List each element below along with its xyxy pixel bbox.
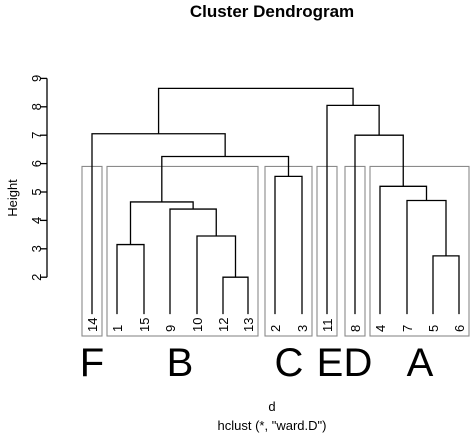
merge-link [379, 185, 428, 315]
merge-link [157, 87, 354, 134]
chart-title: Cluster Dendrogram [190, 2, 354, 21]
cluster-label: A [407, 341, 434, 385]
leaf-label: 9 [163, 325, 178, 332]
y-tick-label: 4 [29, 217, 44, 224]
leaf-label: 2 [268, 325, 283, 332]
merge-link [161, 155, 290, 202]
x-axis-label: d [268, 399, 275, 414]
merge-link [129, 201, 194, 245]
merge-link [116, 243, 145, 315]
cluster-label: B [167, 341, 194, 385]
leaf-label: 10 [190, 318, 205, 332]
cluster-label: E [317, 341, 344, 385]
merge-link [274, 175, 303, 315]
merge-link [169, 208, 217, 315]
merge-link [222, 276, 249, 315]
leaf-label: 6 [452, 325, 467, 332]
leaf-label: 14 [85, 318, 100, 332]
cluster-box [264, 165, 313, 337]
cluster-label: D [344, 341, 373, 385]
y-tick-label: 3 [29, 245, 44, 252]
merge-link [354, 134, 404, 315]
leaf-label: 15 [137, 318, 152, 332]
leaf-label: 11 [320, 319, 335, 333]
merge-link [326, 104, 380, 315]
leaf-label: 5 [426, 325, 441, 332]
leaf-labels: 14 1 15 9 10 12 13 2 3 11 8 4 7 5 6 [85, 318, 467, 332]
cluster-label: F [80, 341, 104, 385]
y-axis-label: Height [5, 179, 20, 217]
y-tick-label: 5 [29, 188, 44, 195]
merge-link [432, 255, 460, 315]
y-tick-label: 7 [29, 132, 44, 139]
y-tick-label: 9 [29, 75, 44, 82]
leaf-label: 4 [373, 325, 388, 332]
x-axis-subtitle: hclust (*, "ward.D") [218, 418, 327, 433]
leaf-label: 1 [110, 325, 125, 332]
y-tick-label: 2 [29, 274, 44, 281]
leaf-label: 7 [400, 325, 415, 332]
merge-link [196, 235, 237, 315]
leaf-label: 3 [295, 325, 310, 332]
dendrogram-tree [91, 87, 460, 315]
y-tick-label: 6 [29, 160, 44, 167]
merge-link [91, 133, 226, 315]
cluster-box [106, 165, 259, 337]
y-tick-label: 8 [29, 103, 44, 110]
leaf-label: 13 [241, 318, 256, 332]
leaf-label: 8 [348, 325, 363, 332]
cluster-label: C [275, 341, 304, 385]
merge-link [406, 199, 447, 315]
cluster-box [369, 165, 470, 337]
leaf-label: 12 [216, 318, 231, 332]
y-axis: 2 3 4 5 6 7 8 9 [29, 75, 48, 281]
